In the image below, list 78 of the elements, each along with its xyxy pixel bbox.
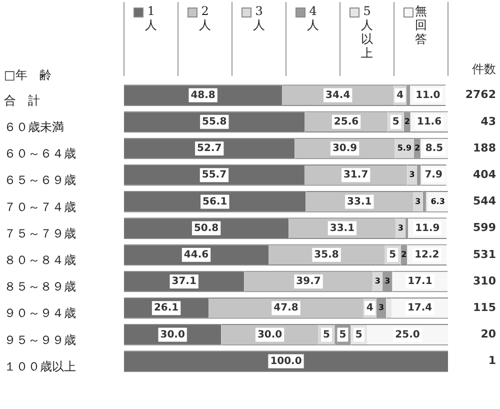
text: 2762 [465,88,496,102]
y-tick-label: ７０～７４歳 [4,200,76,214]
text: 544 [473,194,496,208]
data-label: 25.0 [395,329,420,340]
text: 404 [473,168,496,181]
data-label: 5 [323,329,330,340]
data-label: 3 [384,276,390,286]
text: 115 [473,300,496,314]
text: 310 [473,274,496,288]
data-label: 30.0 [160,329,185,340]
data-label: 11.0 [416,90,440,101]
data-label: 44.6 [184,249,209,260]
data-label: 37.1 [172,276,196,288]
text: 1 [488,354,496,368]
data-label: 11.9 [415,222,440,234]
data-label: 39.7 [296,276,321,288]
data-label: 12.2 [414,249,440,260]
y-tick-label: １００歳以上 [4,359,76,374]
data-label: 50.8 [194,222,219,234]
data-label: 30.0 [257,329,282,340]
data-label: 17.4 [407,302,432,314]
data-label: 5.9 [397,144,412,153]
legend-label: 1人 [145,4,157,32]
text: 599 [473,221,496,234]
data-label: 8.5 [425,143,444,154]
data-label: 5 [339,329,346,340]
data-label: 2 [414,144,420,153]
data-label: 33.1 [330,222,355,234]
y-tick-label: ８５～８９歳 [4,280,76,294]
data-label: 4 [366,302,374,314]
legend-label: 2人 [199,4,211,32]
legend-label: 4人 [307,4,319,32]
data-label: 2 [401,250,407,259]
y-tick-label: ６５～６９歳 [4,173,76,188]
y-tick-label: ８０～８４歳 [4,253,76,268]
data-label: 5 [389,249,396,260]
data-label: 30.9 [332,143,358,154]
data-label: 31.7 [343,170,368,181]
data-label: 48.8 [190,90,216,101]
data-label: 3 [409,170,415,180]
data-label: 6.3 [430,196,445,206]
y-tick-label: ６０～６４歳 [4,146,76,161]
y-tick-label: 合 計 [4,93,40,108]
text: 43 [480,114,496,128]
data-label: 35.8 [314,249,339,260]
data-label: 56.1 [202,196,228,208]
text: 20 [480,328,496,341]
legend-label: 5人以上 [361,4,373,60]
data-label: 3 [374,276,380,286]
y-axis-title: □年 齢 [4,68,52,82]
data-label: 100.0 [270,356,302,367]
text: 531 [473,248,496,261]
data-label: 25.6 [334,116,359,128]
data-label: 5 [355,329,362,340]
data-label: 52.7 [197,143,222,154]
text: 188 [473,141,496,154]
data-label: 34.4 [325,90,350,101]
data-label: 11.6 [416,116,442,128]
data-label: 47.8 [274,302,298,314]
data-label: 33.1 [347,196,372,208]
data-label: 2 [404,116,410,126]
legend-label: 3人 [253,4,265,32]
y-tick-label: ７５～７９歳 [4,226,76,240]
data-label: 3 [378,303,384,312]
data-label: 26.1 [154,302,179,314]
y-tick-label: ６０歳未満 [4,120,64,134]
data-label: 3 [398,223,404,232]
data-label: 55.7 [202,170,227,181]
y-tick-label: ９５～９９歳 [4,332,76,347]
text: 件数 [472,62,496,76]
data-label: 17.1 [408,276,432,288]
legend-label: 無回答 [415,4,427,46]
data-label: 3 [415,196,421,206]
y-tick-label: ９０～９４歳 [4,306,76,320]
data-label: 4 [396,90,404,101]
data-label: 7.9 [424,170,442,181]
data-label: 55.8 [202,116,227,128]
data-label: 5 [392,116,400,128]
